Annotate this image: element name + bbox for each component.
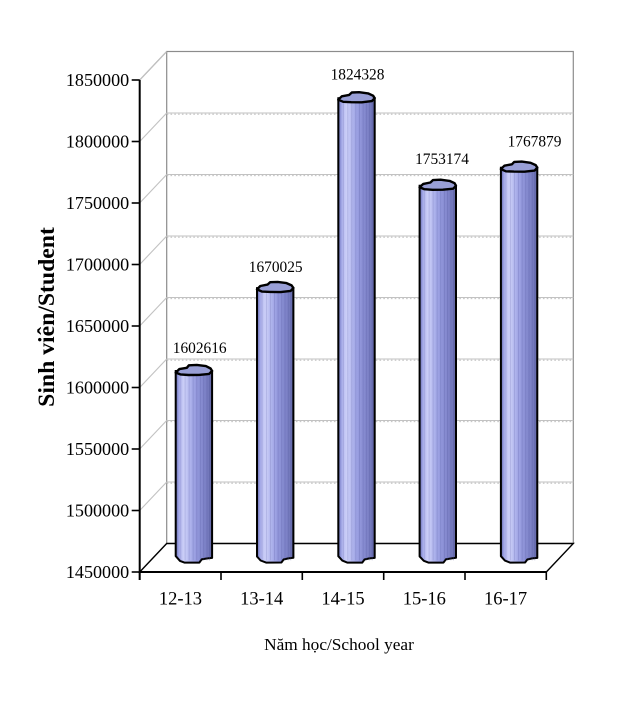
svg-text:12-13: 12-13 bbox=[159, 590, 202, 610]
svg-text:1600000: 1600000 bbox=[66, 378, 129, 398]
svg-text:1450000: 1450000 bbox=[66, 562, 129, 582]
svg-text:1550000: 1550000 bbox=[66, 439, 129, 459]
svg-text:1700000: 1700000 bbox=[66, 255, 129, 275]
svg-text:1670025: 1670025 bbox=[249, 259, 303, 276]
svg-text:1767879: 1767879 bbox=[508, 134, 562, 151]
svg-text:1753174: 1753174 bbox=[415, 151, 469, 168]
svg-text:1602616: 1602616 bbox=[173, 340, 227, 357]
svg-text:1800000: 1800000 bbox=[66, 132, 129, 152]
svg-text:1750000: 1750000 bbox=[66, 193, 129, 213]
svg-text:1850000: 1850000 bbox=[66, 70, 129, 90]
svg-text:Năm học/School year: Năm học/School year bbox=[264, 635, 414, 654]
svg-text:14-15: 14-15 bbox=[321, 590, 364, 610]
svg-text:Sinh viên/Student: Sinh viên/Student bbox=[34, 227, 60, 407]
svg-text:1500000: 1500000 bbox=[66, 501, 129, 521]
svg-text:1650000: 1650000 bbox=[66, 316, 129, 336]
svg-text:15-16: 15-16 bbox=[403, 590, 446, 610]
svg-text:16-17: 16-17 bbox=[484, 590, 527, 610]
svg-text:1824328: 1824328 bbox=[331, 67, 385, 84]
svg-text:13-14: 13-14 bbox=[240, 590, 283, 610]
